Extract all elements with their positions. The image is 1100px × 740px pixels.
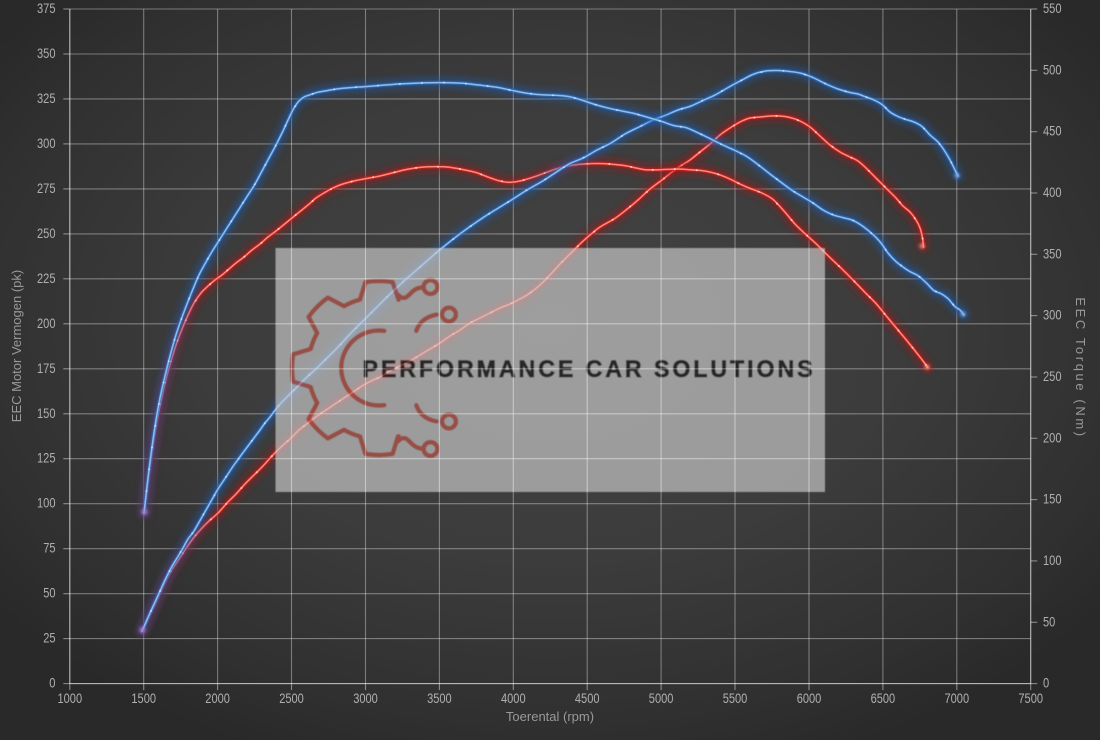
svg-text:200: 200 <box>1043 429 1062 445</box>
svg-text:175: 175 <box>37 360 56 376</box>
svg-text:2500: 2500 <box>279 690 304 706</box>
svg-text:5000: 5000 <box>649 690 674 706</box>
svg-text:125: 125 <box>37 450 56 466</box>
svg-text:3000: 3000 <box>353 690 378 706</box>
svg-text:500: 500 <box>1043 61 1062 77</box>
svg-text:25: 25 <box>43 630 55 646</box>
svg-text:1500: 1500 <box>131 690 156 706</box>
svg-text:2000: 2000 <box>205 690 230 706</box>
svg-text:150: 150 <box>37 405 56 421</box>
svg-text:3500: 3500 <box>427 690 452 706</box>
svg-text:6000: 6000 <box>797 690 822 706</box>
svg-text:250: 250 <box>37 225 56 241</box>
svg-text:EEC Motor Vermogen (pk): EEC Motor Vermogen (pk) <box>9 270 24 422</box>
svg-text:5500: 5500 <box>723 690 748 706</box>
svg-text:350: 350 <box>1043 245 1062 261</box>
svg-text:7500: 7500 <box>1018 690 1043 706</box>
svg-text:EEC Torque (Nm): EEC Torque (Nm) <box>1073 297 1088 438</box>
svg-text:300: 300 <box>1043 307 1062 323</box>
svg-text:6500: 6500 <box>871 690 896 706</box>
svg-text:50: 50 <box>43 585 55 601</box>
svg-text:4500: 4500 <box>575 690 600 706</box>
svg-text:7000: 7000 <box>945 690 970 706</box>
svg-text:100: 100 <box>37 495 56 511</box>
svg-text:4000: 4000 <box>501 690 526 706</box>
svg-text:400: 400 <box>1043 184 1062 200</box>
svg-text:50: 50 <box>1043 613 1055 629</box>
svg-text:325: 325 <box>37 90 56 106</box>
svg-text:Toerental (rpm): Toerental (rpm) <box>506 709 594 724</box>
svg-text:0: 0 <box>49 675 55 691</box>
svg-text:225: 225 <box>37 270 56 286</box>
svg-text:100: 100 <box>1043 552 1062 568</box>
svg-text:300: 300 <box>37 135 56 151</box>
svg-text:75: 75 <box>43 540 55 556</box>
svg-text:275: 275 <box>37 180 56 196</box>
svg-text:PERFORMANCE CAR SOLUTIONS: PERFORMANCE CAR SOLUTIONS <box>363 356 816 383</box>
svg-text:250: 250 <box>1043 368 1062 384</box>
svg-text:350: 350 <box>37 45 56 61</box>
svg-text:450: 450 <box>1043 123 1062 139</box>
svg-text:150: 150 <box>1043 491 1062 507</box>
svg-text:375: 375 <box>37 0 56 16</box>
svg-text:200: 200 <box>37 315 56 331</box>
svg-text:0: 0 <box>1043 675 1049 691</box>
svg-text:550: 550 <box>1043 0 1062 16</box>
svg-text:1000: 1000 <box>58 690 83 706</box>
